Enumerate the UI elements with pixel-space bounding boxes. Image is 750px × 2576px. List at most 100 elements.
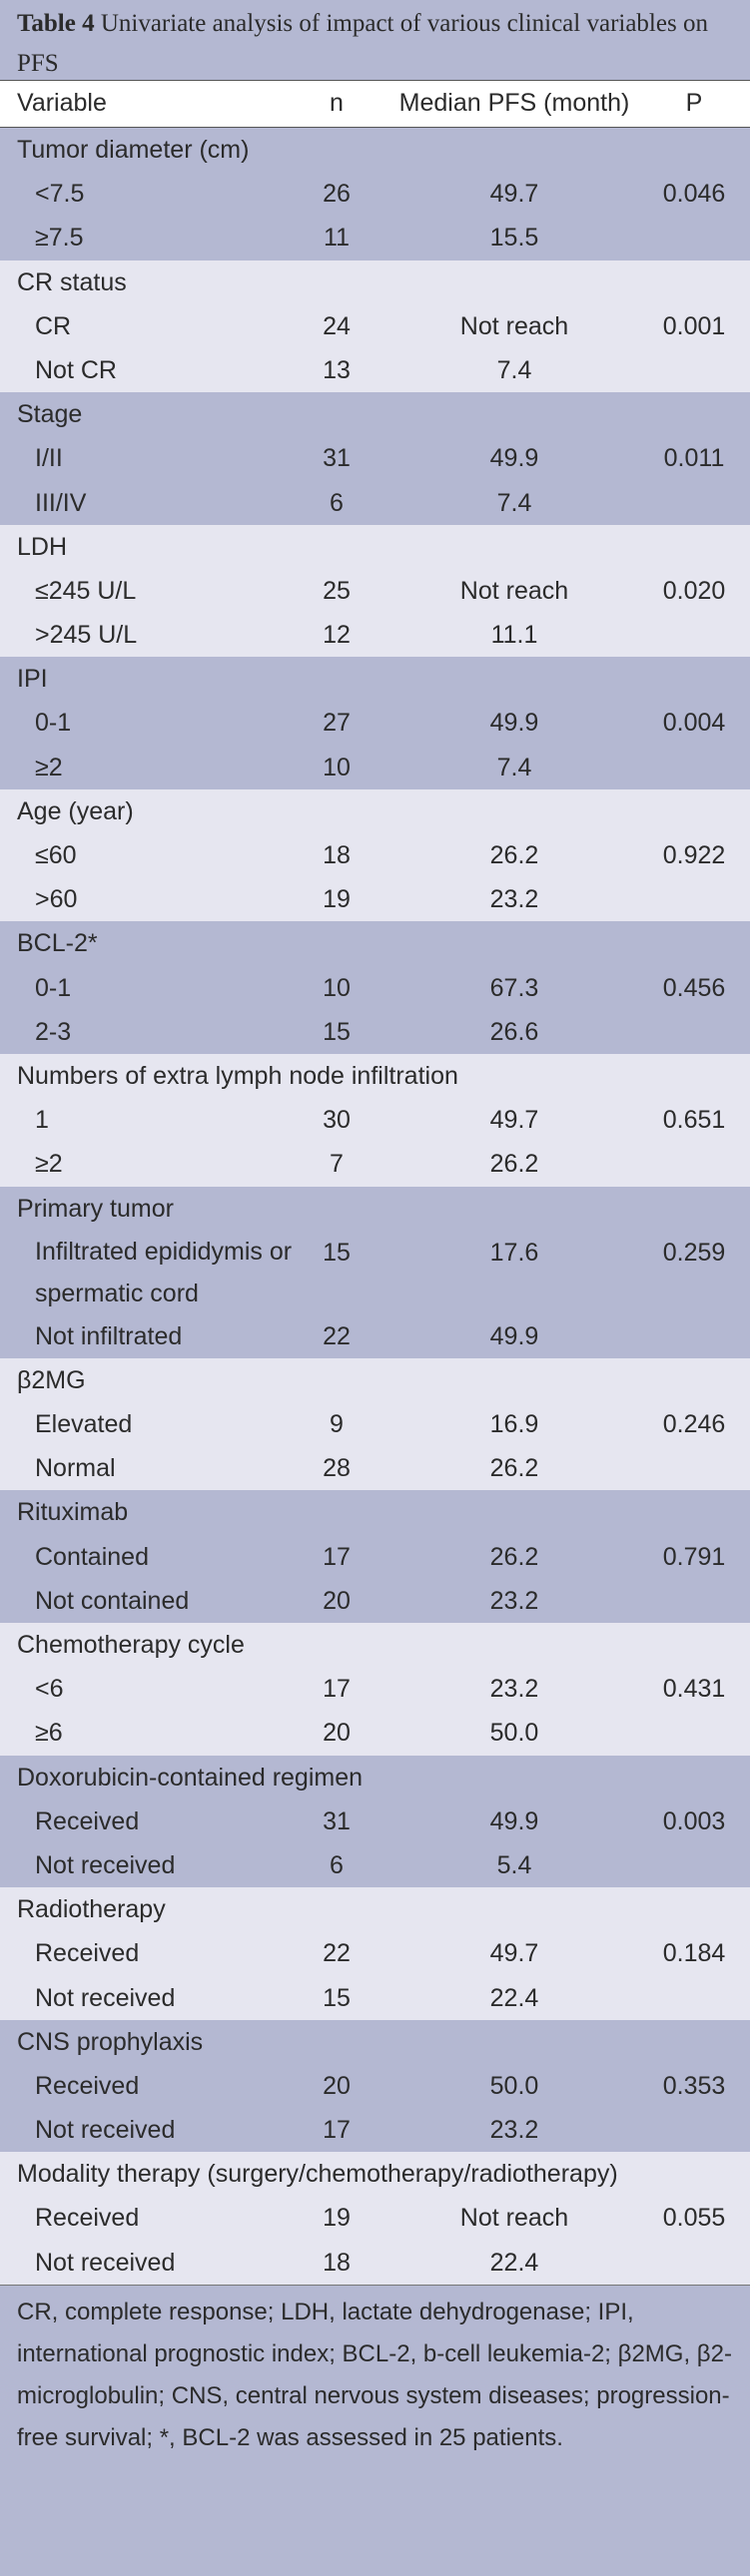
table-row: Infiltrated epididymis or spermatic cord… [0,1231,750,1314]
row-median-pfs: 26.2 [489,841,539,869]
row-median-pfs: 49.7 [489,180,539,209]
row-n: 11 [324,224,350,253]
row-category: Normal [35,1454,116,1483]
row-median-pfs: 23.2 [489,885,539,914]
variable-group: Chemotherapy cycle <6 17 23.2 0.431 ≥6 20 50.0 [0,1623,750,1756]
row-category: III/IV [35,488,87,517]
group-label: Doxorubicin-contained regimen [17,1763,364,1792]
table-row: Not received 15 22.4 [0,1976,750,2020]
row-category: Contained [35,1542,149,1571]
row-median-pfs: 49.9 [489,444,539,473]
row-p-value: 0.922 [662,841,726,869]
row-p-value [649,746,739,789]
table-row: 0-1 27 49.9 0.004 [0,701,750,745]
group-label: Radiotherapy [17,1895,166,1924]
row-p-value: 0.431 [662,1675,726,1704]
table-row: 2-3 15 26.6 [0,1010,750,1054]
row-median-pfs: 50.0 [489,1719,539,1748]
row-category: 0-1 [35,709,72,738]
variable-group: Age (year) ≤60 18 26.2 0.922 >60 19 23.2 [0,788,750,922]
table-row: Normal 28 26.2 [0,1446,750,1490]
row-n: 19 [323,885,351,914]
row-n: 20 [323,1586,351,1615]
table-header-row: Variable n Median PFS (month) P [0,80,750,128]
row-category: Elevated [35,1410,133,1439]
row-p-value [649,1314,739,1358]
row-median-pfs: 16.9 [489,1410,539,1439]
row-category: Infiltrated epididymis or spermatic cord [35,1237,293,1307]
group-label-row: CNS prophylaxis [0,2020,750,2064]
row-median-pfs: 26.2 [489,1454,539,1483]
row-median-pfs: 49.9 [489,1321,539,1350]
table-row: Received 31 49.9 0.003 [0,1800,750,1843]
table-row: ≥7.5 11 15.5 [0,216,750,259]
row-median-pfs: 23.2 [489,2116,539,2145]
variable-group: Primary tumor Infiltrated epididymis or s… [0,1186,750,1358]
row-n: 15 [323,1238,351,1267]
row-p-value [649,216,739,259]
row-p-value: 0.046 [662,180,726,209]
header-median-pfs: Median PFS (month) [398,89,630,117]
row-n: 20 [323,2071,351,2100]
row-n: 30 [323,1106,351,1135]
group-label-row: CR status [0,260,750,304]
table-row: Received 22 49.7 0.184 [0,1931,750,1975]
row-n: 27 [323,709,351,738]
row-category: >60 [35,885,78,914]
table-row: Received 20 50.0 0.353 [0,2064,750,2108]
table-row: III/IV 6 7.4 [0,481,750,525]
row-n: 10 [323,973,351,1002]
row-p-value: 0.791 [662,1542,726,1571]
group-label: Modality therapy (surgery/chemotherapy/r… [17,2160,618,2189]
table-row: Not CR 13 7.4 [0,348,750,392]
row-n: 22 [323,1939,351,1968]
row-category: <7.5 [35,180,85,209]
row-p-value: 0.456 [662,973,726,1002]
row-p-value [649,877,739,921]
row-median-pfs: 7.4 [496,355,532,384]
row-category: ≥2 [35,1150,63,1179]
table-row: 0-1 10 67.3 0.456 [0,966,750,1010]
row-category: Received [35,1806,140,1835]
row-category: Not contained [35,1586,190,1615]
row-category: 2-3 [35,1017,72,1046]
group-label-row: Rituximab [0,1490,750,1534]
row-p-value: 0.246 [662,1410,726,1439]
group-label-row: Age (year) [0,789,750,833]
table-row: 1 30 49.7 0.651 [0,1098,750,1142]
group-label-row: LDH [0,525,750,569]
row-n: 19 [323,2204,351,2233]
variable-group: Modality therapy (surgery/chemotherapy/r… [0,2152,750,2285]
table-row: ≤245 U/L 25 Not reach 0.020 [0,569,750,613]
row-n: 10 [323,753,351,781]
row-median-pfs: Not reach [459,576,569,605]
table-row: I/II 31 49.9 0.011 [0,436,750,480]
row-n: 25 [323,576,351,605]
row-p-value: 0.003 [662,1806,726,1835]
row-median-pfs: 23.2 [489,1586,539,1615]
variable-group: Doxorubicin-contained regimen Received 31 4… [0,1755,750,1888]
row-median-pfs: 5.4 [496,1850,532,1879]
header-p: P [685,89,703,117]
group-label: Tumor diameter (cm) [17,136,250,164]
row-category: Not CR [35,355,117,384]
row-p-value [649,1010,739,1054]
row-median-pfs: 50.0 [489,2071,539,2100]
row-p-value: 0.259 [662,1238,726,1267]
row-category: ≥2 [35,753,63,781]
row-n: 12 [323,621,351,650]
row-n: 18 [323,841,351,869]
group-label-row: Radiotherapy [0,1887,750,1931]
group-label-row: BCL-2* [0,921,750,965]
row-p-value [649,1579,739,1623]
group-label-row: β2MG [0,1358,750,1402]
row-n: 22 [323,1321,351,1350]
row-p-value [649,1843,739,1887]
row-median-pfs: 67.3 [489,973,539,1002]
variable-group: LDH ≤245 U/L 25 Not reach 0.020 >245 U/L 12 11.… [0,524,750,658]
row-category: >245 U/L [35,621,138,650]
table-body: Tumor diameter (cm) <7.5 26 49.7 0.046 ≥7.5 11… [0,128,750,2285]
row-p-value [649,1446,739,1490]
row-n: 6 [330,488,344,517]
